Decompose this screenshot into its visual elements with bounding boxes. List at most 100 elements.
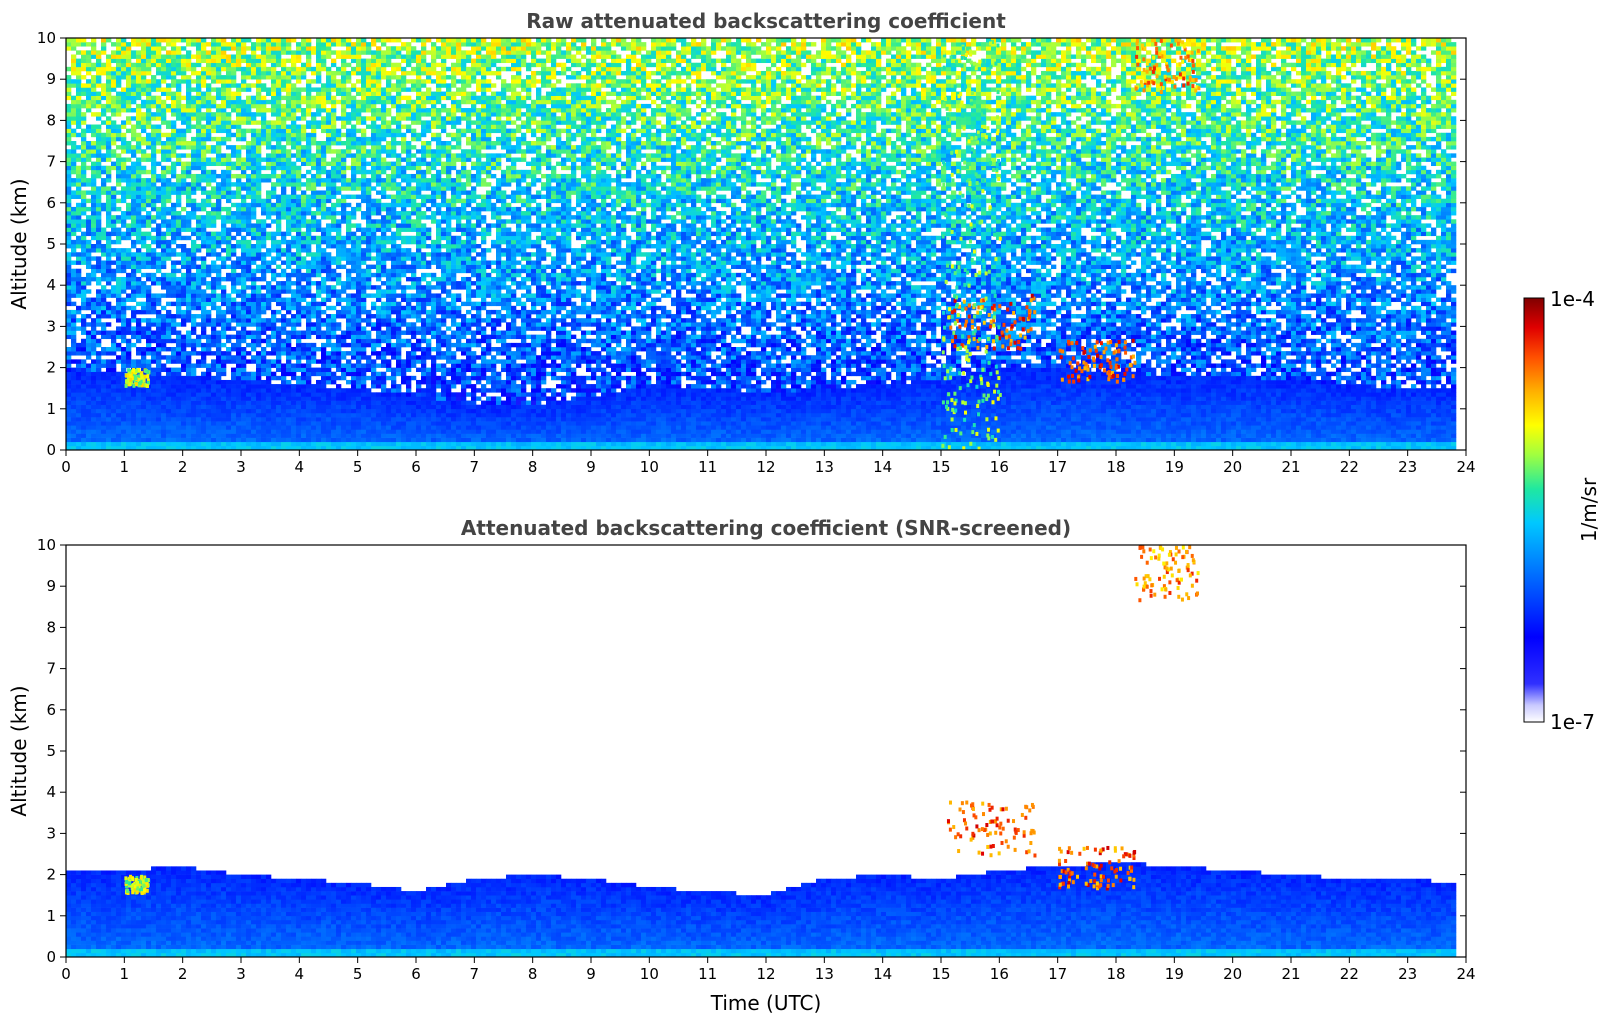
heatmap-cell bbox=[211, 128, 217, 134]
heatmap-cell bbox=[66, 404, 72, 410]
heatmap-cell bbox=[96, 75, 102, 80]
heatmap-cell bbox=[236, 128, 242, 134]
heatmap-cell bbox=[296, 219, 302, 224]
heatmap-cell bbox=[311, 141, 317, 146]
heatmap-cell bbox=[301, 297, 307, 302]
heatmap-cell bbox=[216, 108, 222, 113]
heatmap-cell bbox=[226, 334, 232, 340]
heatmap-cell bbox=[111, 309, 117, 315]
heatmap-cell bbox=[321, 194, 327, 199]
heatmap-cell bbox=[121, 231, 127, 237]
heatmap-cell bbox=[241, 429, 247, 434]
heatmap-cell bbox=[251, 66, 257, 72]
heatmap-cell bbox=[246, 231, 252, 237]
heatmap-cell bbox=[121, 421, 127, 426]
heatmap-cell bbox=[361, 289, 367, 294]
heatmap-cell bbox=[126, 408, 132, 414]
heatmap-cell bbox=[81, 169, 87, 175]
heatmap-cell bbox=[321, 198, 327, 204]
heatmap-cell bbox=[326, 116, 332, 121]
heatmap-cell bbox=[206, 433, 212, 438]
heatmap-cell bbox=[341, 281, 347, 286]
heatmap-cell bbox=[161, 429, 167, 434]
heatmap-cell bbox=[141, 149, 147, 154]
heatmap-cell bbox=[151, 99, 157, 105]
heatmap-cell bbox=[206, 367, 212, 373]
heatmap-cell bbox=[106, 165, 112, 171]
heatmap-cell bbox=[81, 338, 87, 344]
heatmap-cell bbox=[281, 231, 287, 237]
heatmap-cell bbox=[296, 260, 302, 265]
heatmap-cell bbox=[271, 211, 277, 216]
heatmap-cell bbox=[141, 120, 147, 125]
heatmap-cell bbox=[316, 367, 322, 373]
heatmap-cell bbox=[191, 297, 197, 302]
heatmap-cell bbox=[86, 363, 92, 368]
heatmap-cell bbox=[356, 400, 362, 405]
heatmap-cell bbox=[126, 347, 132, 352]
heatmap-cell bbox=[256, 157, 262, 162]
heatmap-cell bbox=[241, 42, 247, 47]
heatmap-cell bbox=[336, 260, 342, 265]
heatmap-cell bbox=[141, 128, 147, 134]
heatmap-cell bbox=[346, 202, 352, 208]
heatmap-cell bbox=[201, 83, 207, 88]
heatmap-cell bbox=[256, 108, 262, 113]
heatmap-cell bbox=[266, 318, 272, 323]
heatmap-cell bbox=[81, 136, 87, 142]
heatmap-cell bbox=[196, 289, 202, 294]
heatmap-cell bbox=[321, 425, 327, 430]
heatmap-cell bbox=[121, 347, 127, 352]
heatmap-cell bbox=[241, 388, 247, 393]
heatmap-cell bbox=[66, 182, 72, 187]
heatmap-cell bbox=[111, 285, 117, 290]
heatmap-cell bbox=[286, 206, 292, 212]
heatmap-cell bbox=[166, 392, 172, 397]
heatmap-cell bbox=[216, 334, 222, 340]
heatmap-cell bbox=[166, 396, 172, 401]
heatmap-cell bbox=[316, 445, 322, 450]
heatmap-cell bbox=[171, 186, 177, 191]
heatmap-cell bbox=[306, 285, 312, 290]
heatmap-cell bbox=[131, 239, 137, 245]
heatmap-cell bbox=[231, 318, 237, 323]
heatmap-cell bbox=[66, 132, 72, 138]
heatmap-cell bbox=[141, 219, 147, 224]
heatmap-cell bbox=[331, 239, 337, 245]
heatmap-cell bbox=[286, 318, 292, 323]
heatmap-cell bbox=[291, 404, 297, 410]
heatmap-cell bbox=[111, 367, 117, 373]
heatmap-cell bbox=[71, 326, 77, 331]
heatmap-cell bbox=[251, 178, 257, 183]
heatmap-cell bbox=[231, 412, 237, 418]
heatmap-cell bbox=[71, 95, 77, 101]
heatmap-cell bbox=[171, 112, 177, 117]
heatmap-cell bbox=[236, 355, 242, 360]
heatmap-cell bbox=[96, 223, 102, 228]
heatmap-cell bbox=[216, 50, 222, 55]
heatmap-cell bbox=[266, 371, 272, 377]
heatmap-cell bbox=[311, 260, 317, 265]
heatmap-cell bbox=[101, 112, 107, 117]
heatmap-cell bbox=[196, 223, 202, 228]
heatmap-cell bbox=[331, 244, 337, 249]
heatmap-cell bbox=[261, 128, 267, 134]
heatmap-cell bbox=[276, 318, 282, 323]
heatmap-cell bbox=[81, 112, 87, 117]
heatmap-cell bbox=[276, 359, 282, 364]
heatmap-cell bbox=[286, 58, 292, 64]
heatmap-cell bbox=[171, 396, 177, 401]
heatmap-cell bbox=[66, 388, 72, 393]
heatmap-cell bbox=[316, 281, 322, 286]
heatmap-cell bbox=[176, 355, 182, 360]
heatmap-cell bbox=[301, 239, 307, 245]
heatmap-cell bbox=[191, 157, 197, 162]
heatmap-cell bbox=[81, 161, 87, 167]
heatmap-cell bbox=[291, 347, 297, 352]
heatmap-cell bbox=[116, 38, 122, 43]
heatmap-cell bbox=[136, 301, 142, 307]
heatmap-cell bbox=[281, 149, 287, 154]
heatmap-cell bbox=[201, 235, 207, 241]
heatmap-cell bbox=[166, 38, 172, 43]
heatmap-cell bbox=[356, 289, 362, 294]
